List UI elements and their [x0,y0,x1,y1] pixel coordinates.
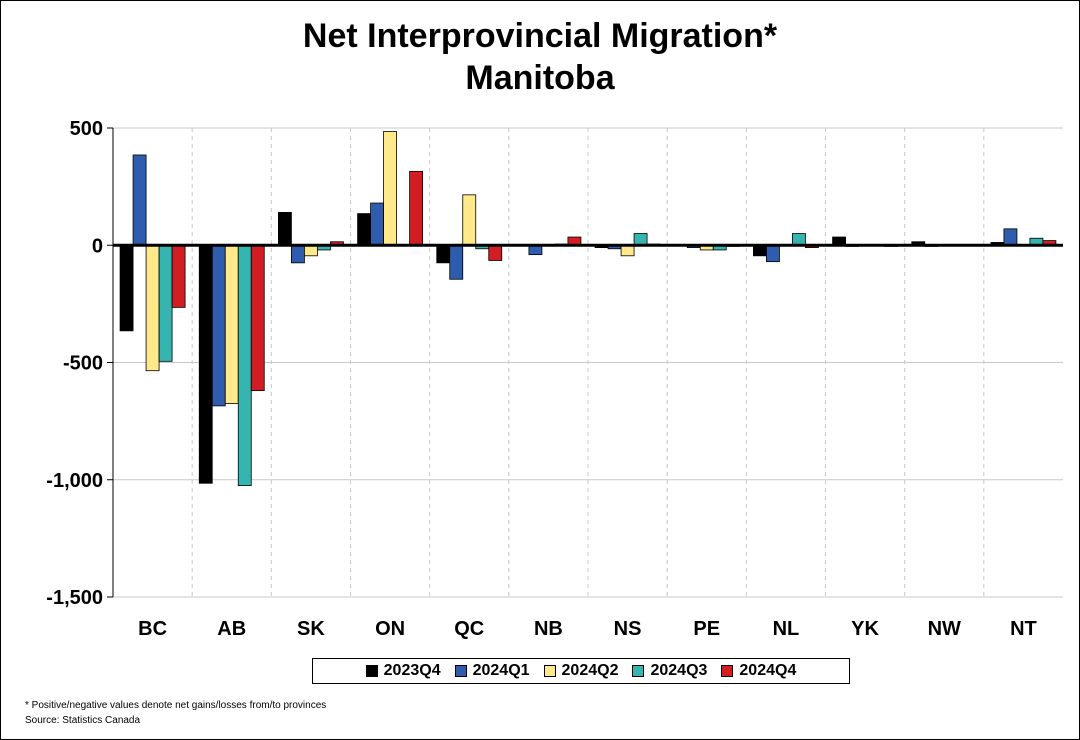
chart-title: Net Interprovincial Migration* Manitoba [1,15,1079,99]
bar [449,244,464,280]
bar [753,244,767,257]
legend-item: 2024Q1 [454,662,530,680]
legend-item: 2024Q3 [632,662,707,680]
x-tick-label: NB [534,618,563,640]
footnote: * Positive/negative values denote net ga… [25,700,327,711]
legend-item: 2024Q4 [721,662,796,680]
x-tick-label: NS [614,618,642,640]
bar [1003,228,1018,246]
x-tick-label: ON [375,618,405,640]
chart-title-line1: Net Interprovincial Migration* [302,17,778,55]
bar [633,233,648,246]
y-tick-label: -1,000 [46,470,103,492]
bar [198,244,213,484]
bar [304,244,318,257]
chart-title-line2: Manitoba [465,59,615,97]
bar [766,244,780,263]
y-tick-label: -500 [63,353,103,375]
x-tick-label: NW [928,618,961,640]
bar [224,244,239,404]
bar [171,244,186,308]
bar [383,131,397,246]
legend-label: 2024Q4 [739,662,797,679]
bar [357,213,371,246]
x-tick-label: NT [1010,618,1037,640]
y-tick-label: 0 [92,235,103,257]
legend-item: 2023Q4 [365,662,441,680]
x-tick-label: NL [773,618,800,640]
y-tick-label: 500 [70,118,103,140]
legend-item: 2024Q2 [543,662,619,680]
legend-label: 2024Q1 [472,662,530,679]
legend-swatch [543,665,556,677]
legend-swatch [454,665,467,677]
legend: 2023Q4 2024Q1 2024Q2 2024Q3 2024Q4 [312,658,850,684]
legend-label: 2024Q2 [561,662,619,679]
legend-label: 2024Q3 [650,662,708,679]
x-tick-label: PE [693,618,720,640]
bar [119,244,134,332]
bar [145,244,160,372]
x-tick-label: YK [851,618,879,640]
bar [409,170,423,246]
bar [792,233,806,246]
x-tick-label: BC [138,618,167,640]
bar [158,244,173,362]
bar [237,244,252,487]
footnote-block: * Positive/negative values denote net ga… [25,698,326,728]
x-tick-label: AB [217,618,246,640]
source-note: Source: Statistics Canada [25,715,141,726]
legend-swatch [632,665,645,677]
bar [370,202,384,246]
bar [291,244,305,264]
bar [278,212,292,246]
bar [488,244,503,261]
y-tick-label: -1,500 [46,587,103,609]
bar [462,194,477,246]
bar [250,244,265,392]
legend-swatch [721,665,734,677]
legend-label: 2023Q4 [383,662,441,679]
x-tick-label: SK [297,618,325,640]
bar [620,244,635,257]
bar [211,244,226,407]
bar [436,244,451,264]
x-tick-label: QC [454,618,484,640]
bar [132,154,147,246]
legend-swatch [365,665,378,677]
